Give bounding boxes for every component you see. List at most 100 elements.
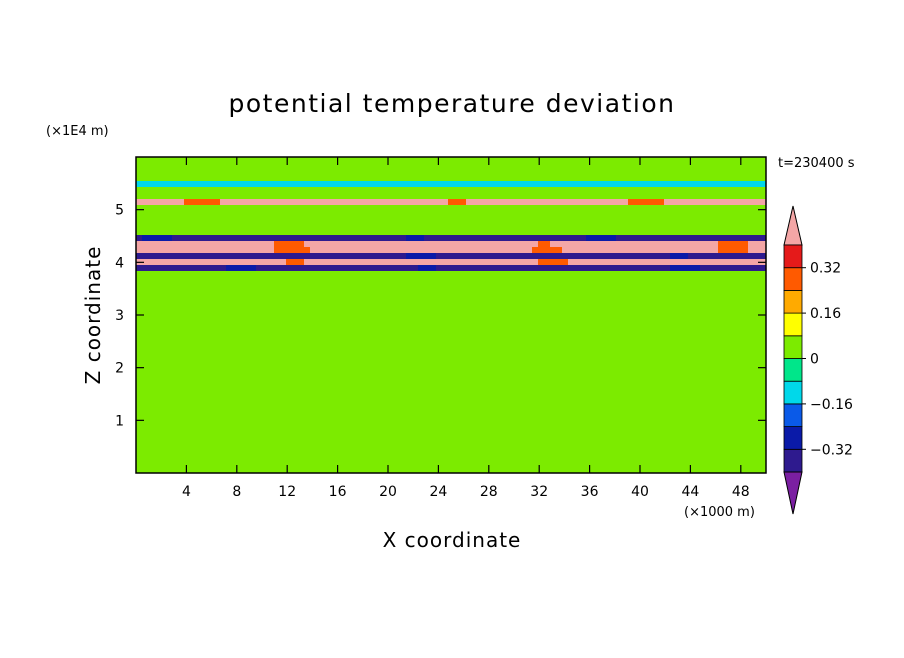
field-cell — [586, 379, 592, 385]
field-cell — [172, 427, 178, 433]
field-cell — [580, 289, 586, 295]
field-cell — [550, 181, 556, 187]
field-cell — [418, 289, 424, 295]
field-cell — [166, 391, 172, 397]
field-cell — [724, 343, 730, 349]
field-cell — [586, 175, 592, 181]
field-cell — [418, 325, 424, 331]
field-cell — [352, 271, 358, 277]
field-cell — [340, 301, 346, 307]
field-cell — [280, 295, 286, 301]
field-cell — [484, 391, 490, 397]
field-cell — [202, 319, 208, 325]
field-cell — [598, 391, 604, 397]
field-cell — [232, 379, 238, 385]
field-cell — [436, 415, 442, 421]
field-cell — [160, 217, 166, 223]
field-cell — [388, 235, 394, 241]
field-cell — [256, 229, 262, 235]
field-cell — [196, 349, 202, 355]
field-cell — [604, 325, 610, 331]
field-cell — [394, 349, 400, 355]
field-cell — [406, 277, 412, 283]
field-cell — [400, 223, 406, 229]
field-cell — [190, 235, 196, 241]
field-cell — [574, 433, 580, 439]
field-cell — [430, 265, 436, 271]
field-cell — [484, 253, 490, 259]
field-cell — [568, 325, 574, 331]
field-cell — [580, 175, 586, 181]
field-cell — [544, 373, 550, 379]
field-cell — [538, 361, 544, 367]
field-cell — [412, 361, 418, 367]
field-cell — [400, 361, 406, 367]
field-cell — [208, 355, 214, 361]
field-cell — [568, 277, 574, 283]
field-cell — [658, 325, 664, 331]
field-cell — [412, 391, 418, 397]
field-cell — [172, 199, 178, 205]
field-cell — [670, 283, 676, 289]
field-cell — [340, 289, 346, 295]
field-cell — [406, 343, 412, 349]
field-cell — [598, 403, 604, 409]
field-cell — [220, 277, 226, 283]
field-cell — [664, 223, 670, 229]
field-cell — [634, 247, 640, 253]
field-cell — [760, 205, 766, 211]
field-cell — [352, 331, 358, 337]
field-cell — [544, 361, 550, 367]
field-cell — [562, 373, 568, 379]
field-cell — [706, 169, 712, 175]
field-cell — [190, 253, 196, 259]
field-cell — [316, 259, 322, 265]
field-cell — [214, 325, 220, 331]
field-cell — [358, 259, 364, 265]
field-cell — [190, 439, 196, 445]
field-cell — [670, 241, 676, 247]
field-cell — [586, 253, 592, 259]
field-cell — [586, 361, 592, 367]
field-cell — [412, 301, 418, 307]
field-cell — [382, 187, 388, 193]
field-cell — [322, 193, 328, 199]
field-cell — [430, 157, 436, 163]
field-cell — [406, 283, 412, 289]
field-cell — [214, 163, 220, 169]
field-cell — [652, 271, 658, 277]
field-cell — [400, 277, 406, 283]
field-cell — [226, 421, 232, 427]
field-cell — [700, 403, 706, 409]
field-cell — [496, 313, 502, 319]
field-cell — [424, 367, 430, 373]
field-cell — [736, 223, 742, 229]
field-cell — [568, 373, 574, 379]
field-cell — [442, 265, 448, 271]
field-cell — [604, 163, 610, 169]
field-cell — [184, 343, 190, 349]
field-cell — [424, 397, 430, 403]
field-cell — [616, 157, 622, 163]
field-cell — [538, 403, 544, 409]
field-cell — [454, 187, 460, 193]
field-cell — [712, 397, 718, 403]
field-cell — [616, 187, 622, 193]
field-cell — [502, 169, 508, 175]
field-cell — [628, 421, 634, 427]
field-cell — [202, 229, 208, 235]
field-cell — [640, 205, 646, 211]
field-cell — [514, 373, 520, 379]
field-cell — [382, 217, 388, 223]
field-cell — [430, 253, 436, 259]
field-cell — [496, 229, 502, 235]
field-cell — [250, 199, 256, 205]
field-cell — [352, 403, 358, 409]
field-cell — [544, 403, 550, 409]
field-cell — [388, 307, 394, 313]
field-cell — [208, 319, 214, 325]
field-cell — [430, 175, 436, 181]
field-cell — [280, 331, 286, 337]
field-cell — [406, 367, 412, 373]
field-cell — [376, 319, 382, 325]
